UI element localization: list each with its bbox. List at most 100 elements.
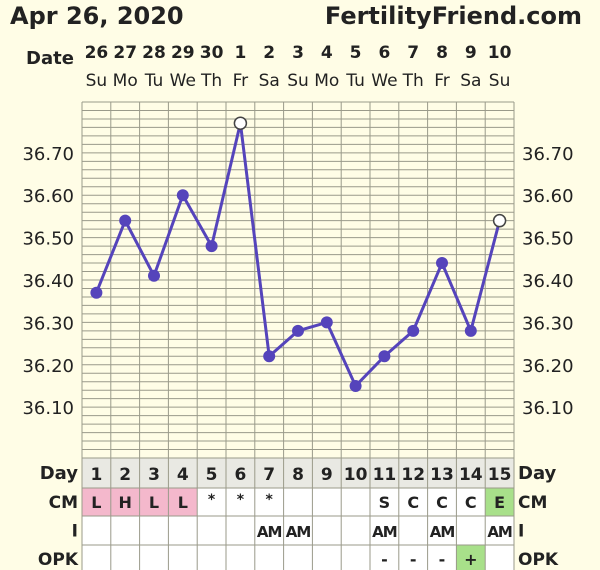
- cycle-day-number: 10: [344, 465, 368, 485]
- weekday-label: Su: [86, 71, 108, 91]
- date-number: 10: [488, 43, 512, 63]
- date-number: 3: [292, 43, 304, 63]
- y-tick-label-left: 36.30: [22, 313, 74, 334]
- opk-cell-highlight: [456, 545, 486, 570]
- opk-value: -: [381, 550, 388, 569]
- y-tick-label-left: 36.50: [22, 229, 74, 250]
- weekday-label: Mo: [113, 71, 138, 91]
- y-tick-label-right: 36.70: [522, 144, 574, 165]
- cm-value: C: [436, 493, 448, 512]
- weekday-label: Mo: [314, 71, 339, 91]
- y-tick-label-left: 36.10: [22, 398, 74, 419]
- intercourse-value: AM: [372, 523, 397, 541]
- row-label-right: I: [518, 522, 524, 542]
- cycle-day-number: 2: [119, 465, 131, 485]
- weekday-label: Tu: [345, 71, 365, 91]
- cm-value: H: [119, 493, 132, 512]
- date-number: 27: [113, 43, 137, 63]
- y-tick-label-left: 36.60: [22, 186, 74, 207]
- temperature-point: [205, 240, 218, 253]
- y-tick-label-right: 36.40: [522, 271, 574, 292]
- row-label-left: I: [72, 522, 78, 542]
- date-number: 29: [171, 43, 195, 63]
- weekday-label: Th: [200, 71, 222, 91]
- temperature-point: [119, 214, 132, 227]
- date-number: 9: [465, 43, 477, 63]
- cycle-day-number: 8: [292, 465, 304, 485]
- opk-value: -: [410, 550, 417, 569]
- weekday-label: Sa: [259, 71, 280, 91]
- temperature-point: [148, 269, 160, 282]
- temperature-point: [90, 286, 103, 299]
- cycle-day-number: 14: [459, 465, 483, 485]
- row-label-right: CM: [518, 493, 547, 513]
- cm-value: C: [465, 493, 477, 512]
- cm-value: L: [91, 493, 101, 512]
- row-label-right: OPK: [518, 550, 559, 570]
- opk-value: +: [464, 550, 477, 569]
- cm-value: *: [237, 492, 245, 508]
- y-tick-label-right: 36.60: [522, 186, 574, 207]
- cm-value: L: [149, 493, 159, 512]
- cycle-day-number: 13: [430, 465, 454, 485]
- temperature-point: [436, 257, 448, 270]
- row-label-right: Day: [518, 463, 557, 484]
- date-number: 30: [200, 43, 224, 63]
- cm-cell-highlight: [168, 488, 198, 516]
- row-label-left: OPK: [38, 550, 79, 570]
- date-number: 5: [350, 43, 362, 63]
- date-number: 6: [378, 43, 390, 63]
- y-tick-label-left: 36.20: [22, 356, 74, 377]
- cm-value: L: [178, 493, 188, 512]
- y-tick-label-left: 36.70: [22, 144, 74, 165]
- weekday-label: Th: [402, 71, 424, 91]
- date-number: 28: [142, 43, 166, 63]
- weekday-label: Tu: [144, 71, 164, 91]
- cm-value: C: [407, 493, 419, 512]
- chart-date: Apr 26, 2020: [10, 2, 184, 30]
- date-number: 26: [85, 43, 109, 63]
- cycle-day-number: 4: [177, 465, 189, 485]
- cycle-day-number: 7: [263, 465, 275, 485]
- temperature-point: [378, 350, 391, 363]
- cycle-day-number: 6: [234, 465, 246, 485]
- cm-value: *: [208, 492, 216, 508]
- opk-value: -: [439, 550, 446, 569]
- cycle-day-number: 5: [206, 465, 218, 485]
- cycle-day-number: 15: [488, 465, 512, 485]
- cycle-day-number: 11: [373, 465, 397, 485]
- weekday-label: We: [371, 71, 397, 91]
- y-tick-label-right: 36.50: [522, 229, 574, 250]
- date-number: 8: [436, 43, 448, 63]
- date-number: 2: [263, 43, 275, 63]
- temperature-point: [292, 324, 304, 337]
- cm-cell-highlight: [110, 488, 140, 516]
- cm-value: E: [494, 493, 505, 512]
- weekday-label: Su: [287, 71, 309, 91]
- temperature-point: [492, 213, 507, 228]
- date-number: 1: [234, 43, 246, 63]
- temperature-point: [233, 116, 248, 130]
- temperature-point: [176, 189, 189, 202]
- intercourse-value: AM: [286, 523, 311, 541]
- cm-value: *: [266, 492, 274, 508]
- cm-cell-highlight: [139, 488, 169, 516]
- cycle-day-number: 3: [148, 465, 160, 485]
- weekday-label: We: [170, 71, 196, 91]
- y-tick-label-left: 36.40: [22, 271, 74, 292]
- temperature-point: [320, 316, 333, 329]
- brand-name: FertilityFriend.com: [324, 2, 582, 30]
- cm-cell-highlight: [82, 488, 111, 516]
- weekday-label: Sa: [460, 71, 481, 91]
- intercourse-value: AM: [430, 523, 455, 541]
- day-row-bg: [82, 458, 514, 488]
- y-tick-label-right: 36.10: [522, 398, 574, 419]
- date-number: 7: [407, 43, 419, 63]
- temperature-point: [349, 379, 362, 392]
- weekday-label: Fr: [233, 71, 249, 91]
- temperature-point: [407, 324, 420, 337]
- cm-cell-highlight: [485, 488, 514, 516]
- cm-value: S: [379, 493, 391, 512]
- y-tick-label-right: 36.20: [522, 356, 574, 377]
